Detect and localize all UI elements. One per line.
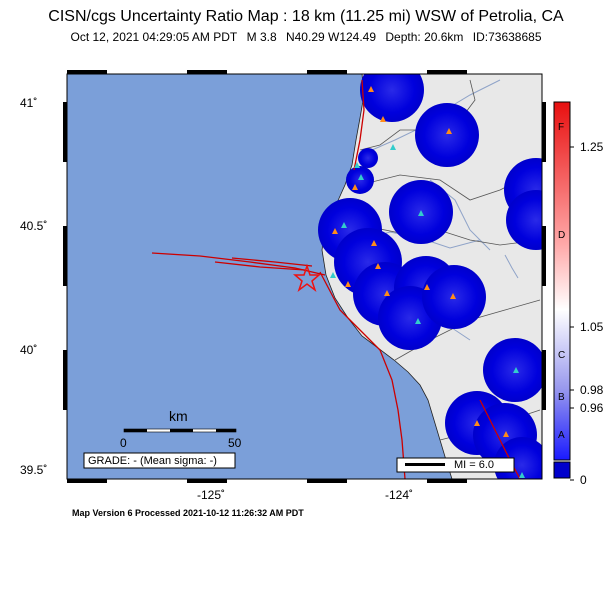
colorbar-value: 1.05 xyxy=(580,320,604,334)
colorbar-letter: F xyxy=(558,122,565,133)
map-title: CISN/cgs Uncertainty Ratio Map : 18 km (… xyxy=(48,8,564,25)
colorbar-value: 0 xyxy=(580,473,587,487)
event-id: ID:73638685 xyxy=(472,30,542,44)
station-marker xyxy=(384,290,390,296)
station-marker xyxy=(446,128,452,134)
event-depth: Depth: 20.6km xyxy=(385,30,464,44)
lat-label: 41˚ xyxy=(20,96,38,110)
colorbar-value: 0.98 xyxy=(580,383,604,397)
station-marker xyxy=(352,184,358,190)
scale-bar xyxy=(123,428,237,433)
lon-label: -124˚ xyxy=(385,488,414,502)
event-location: N40.29 W124.49 xyxy=(285,30,377,44)
lat-label: 40.5˚ xyxy=(20,219,48,233)
station-marker xyxy=(415,318,421,324)
colorbar-letter: C xyxy=(558,350,566,361)
station-marker xyxy=(341,222,347,228)
station-marker xyxy=(424,284,430,290)
grade-text: GRADE: - (Mean sigma: -) xyxy=(88,455,217,467)
scale-tick-0: 0 xyxy=(120,436,127,450)
epicenter-star xyxy=(292,263,322,293)
lat-label: 40˚ xyxy=(20,343,38,357)
event-info: Oct 12, 2021 04:29:05 AM PDT M 3.8 N40.2… xyxy=(0,30,612,44)
station-marker xyxy=(371,240,377,246)
mi-legend-text: MI = 6.0 xyxy=(454,459,495,471)
station-marker xyxy=(332,228,338,234)
station-marker xyxy=(450,293,456,299)
map-area xyxy=(67,74,542,479)
station-marker xyxy=(345,281,351,287)
station-marker xyxy=(375,263,381,269)
colorbar-letter: A xyxy=(558,430,565,441)
colorbar-letter: D xyxy=(558,230,566,241)
colorbar-value: 0.96 xyxy=(580,401,604,415)
scale-unit: km xyxy=(169,408,188,424)
station-marker xyxy=(390,144,396,150)
mi-legend-box xyxy=(396,457,515,473)
processed-footer: Map Version 6 Processed 2021-10-12 11:26… xyxy=(72,508,304,518)
event-magnitude: M 3.8 xyxy=(246,30,277,44)
station-marker xyxy=(418,210,424,216)
scale-tick-50: 50 xyxy=(228,436,242,450)
station-marker xyxy=(519,472,525,478)
lat-label: 39.5˚ xyxy=(20,463,48,477)
station-marker xyxy=(358,174,364,180)
station-marker xyxy=(380,116,386,122)
station-marker xyxy=(474,420,480,426)
colorbar-value: 1.25 xyxy=(580,140,604,154)
event-date: Oct 12, 2021 04:29:05 AM PDT xyxy=(70,30,238,44)
station-marker xyxy=(513,367,519,373)
colorbar-letter: B xyxy=(558,392,565,403)
colorbar-ticks xyxy=(570,146,574,481)
station-marker xyxy=(330,272,336,278)
colorbar-zero-swatch xyxy=(553,461,571,479)
frame-ticks xyxy=(63,70,546,483)
lon-label: -125˚ xyxy=(197,488,226,502)
station-marker xyxy=(354,162,360,168)
station-marker xyxy=(503,431,509,437)
stations xyxy=(330,86,525,478)
colorbar xyxy=(553,101,571,461)
station-marker xyxy=(368,86,374,92)
grade-box xyxy=(83,452,236,469)
